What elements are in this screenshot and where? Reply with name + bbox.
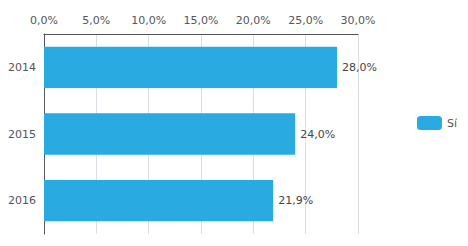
svg-text:2014: 2014 xyxy=(8,61,36,74)
svg-text:10,0%: 10,0% xyxy=(131,14,166,27)
svg-text:15,0%: 15,0% xyxy=(184,14,219,27)
svg-text:21,9%: 21,9% xyxy=(278,194,313,207)
svg-text:25,0%: 25,0% xyxy=(288,14,323,27)
svg-text:20,0%: 20,0% xyxy=(236,14,271,27)
svg-text:28,0%: 28,0% xyxy=(342,61,377,74)
svg-text:0,0%: 0,0% xyxy=(30,14,58,27)
svg-text:5,0%: 5,0% xyxy=(82,14,110,27)
svg-text:Sí: Sí xyxy=(447,117,458,130)
svg-text:30,0%: 30,0% xyxy=(341,14,376,27)
svg-text:24,0%: 24,0% xyxy=(300,128,335,141)
svg-text:2015: 2015 xyxy=(8,128,36,141)
svg-text:2016: 2016 xyxy=(8,194,36,207)
